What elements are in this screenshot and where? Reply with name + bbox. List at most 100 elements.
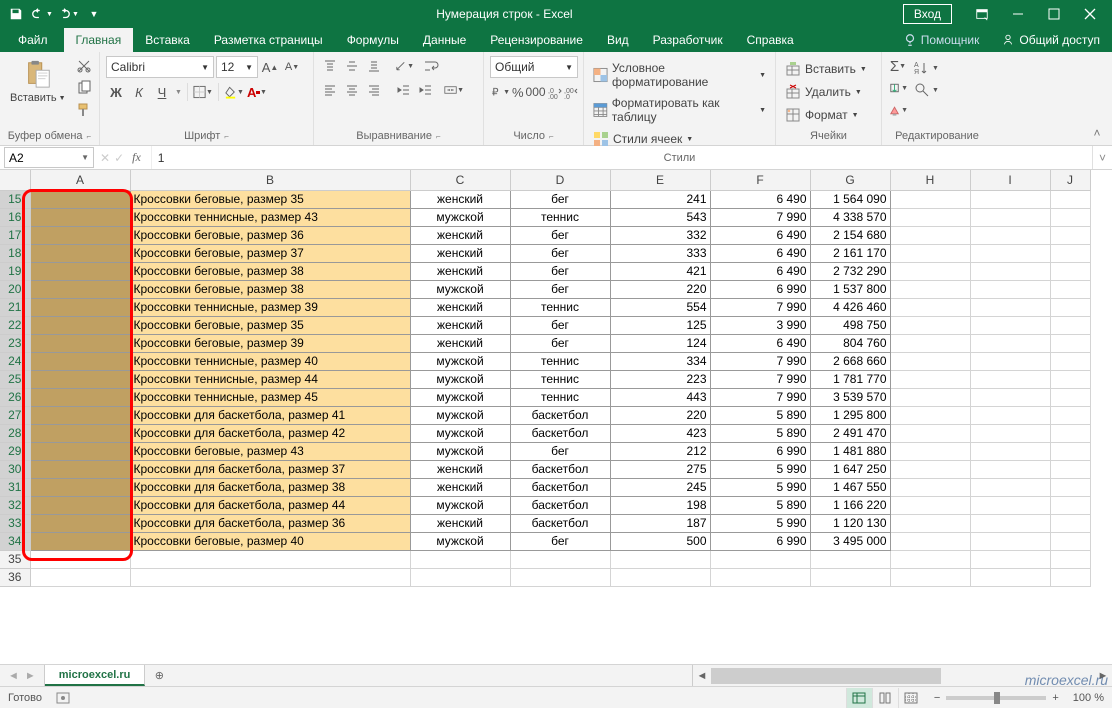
autosum-icon[interactable]: Σ▼ (888, 56, 908, 76)
comma-icon[interactable]: 000 (526, 82, 546, 102)
cell[interactable]: 7 990 (710, 388, 810, 406)
cell[interactable] (30, 370, 130, 388)
cell[interactable]: 7 990 (710, 208, 810, 226)
tab-разработчик[interactable]: Разработчик (641, 28, 735, 52)
cell[interactable]: 543 (610, 208, 710, 226)
fx-icon[interactable]: fx (128, 150, 145, 165)
cell[interactable]: женский (410, 298, 510, 316)
align-right-icon[interactable] (364, 80, 384, 100)
row-header[interactable]: 25 (0, 370, 30, 388)
cell[interactable]: Кроссовки для баскетбола, размер 41 (130, 406, 410, 424)
cell[interactable]: бег (510, 532, 610, 550)
cell[interactable]: бег (510, 190, 610, 208)
cell[interactable]: 5 990 (710, 514, 810, 532)
cell[interactable]: 220 (610, 406, 710, 424)
cell[interactable] (30, 280, 130, 298)
macro-record-icon[interactable] (56, 691, 70, 705)
decrease-font-icon[interactable]: A▼ (282, 57, 302, 77)
cell[interactable]: 500 (610, 532, 710, 550)
minimize-button[interactable] (1000, 0, 1036, 28)
cell[interactable] (970, 496, 1050, 514)
cell[interactable] (30, 568, 130, 586)
cell[interactable] (970, 316, 1050, 334)
cell[interactable]: бег (510, 334, 610, 352)
view-page-break-icon[interactable] (898, 688, 924, 708)
ribbon-options-icon[interactable] (964, 0, 1000, 28)
cell[interactable]: теннис (510, 208, 610, 226)
cell[interactable]: Кроссовки беговые, размер 43 (130, 442, 410, 460)
collapse-ribbon-icon[interactable]: ˄ (1088, 125, 1106, 141)
cell[interactable]: мужской (410, 442, 510, 460)
row-header[interactable]: 26 (0, 388, 30, 406)
cell[interactable]: Кроссовки теннисные, размер 43 (130, 208, 410, 226)
underline-button[interactable]: Ч (152, 82, 172, 102)
number-format-combo[interactable]: Общий▼ (490, 56, 578, 78)
cell[interactable]: 275 (610, 460, 710, 478)
cell[interactable] (1050, 370, 1090, 388)
row-header[interactable]: 34 (0, 532, 30, 550)
view-page-layout-icon[interactable] (872, 688, 898, 708)
cell[interactable]: бег (510, 280, 610, 298)
cell[interactable] (710, 568, 810, 586)
cell[interactable]: бег (510, 442, 610, 460)
cell[interactable]: 6 990 (710, 442, 810, 460)
cell[interactable] (890, 334, 970, 352)
tell-me[interactable]: Помощник (893, 28, 990, 52)
sort-filter-icon[interactable]: AЯ▼ (914, 58, 939, 78)
redo-button[interactable]: ▼ (56, 2, 80, 26)
name-box[interactable]: A2▼ (4, 147, 94, 168)
cell[interactable] (970, 262, 1050, 280)
cell[interactable] (1050, 226, 1090, 244)
cell[interactable] (1050, 568, 1090, 586)
cell[interactable] (1050, 280, 1090, 298)
align-middle-icon[interactable] (342, 56, 362, 76)
cell[interactable] (970, 334, 1050, 352)
row-header[interactable]: 19 (0, 262, 30, 280)
cell[interactable] (970, 370, 1050, 388)
cell[interactable]: 443 (610, 388, 710, 406)
cell[interactable]: 2 161 170 (810, 244, 890, 262)
cell[interactable]: теннис (510, 388, 610, 406)
cell[interactable]: мужской (410, 370, 510, 388)
cell[interactable] (970, 280, 1050, 298)
cell[interactable] (30, 442, 130, 460)
qat-customize[interactable]: ▼ (82, 2, 106, 26)
cell-styles-button[interactable]: Стили ячеек▼ (590, 128, 696, 150)
cell[interactable]: 2 732 290 (810, 262, 890, 280)
cell[interactable]: 6 490 (710, 334, 810, 352)
cell[interactable]: 1 467 550 (810, 478, 890, 496)
cell[interactable]: Кроссовки беговые, размер 35 (130, 190, 410, 208)
tab-file[interactable]: Файл (6, 28, 60, 52)
cell[interactable] (30, 298, 130, 316)
align-center-icon[interactable] (342, 80, 362, 100)
align-top-icon[interactable] (320, 56, 340, 76)
cell[interactable] (890, 370, 970, 388)
cell[interactable]: 5 990 (710, 478, 810, 496)
row-header[interactable]: 31 (0, 478, 30, 496)
cell[interactable]: 241 (610, 190, 710, 208)
increase-indent-icon[interactable] (416, 80, 436, 100)
cell[interactable]: теннис (510, 370, 610, 388)
tab-вид[interactable]: Вид (595, 28, 641, 52)
cell[interactable]: бег (510, 244, 610, 262)
cell[interactable]: Кроссовки теннисные, размер 39 (130, 298, 410, 316)
row-header[interactable]: 15 (0, 190, 30, 208)
cell[interactable] (890, 406, 970, 424)
cell[interactable]: мужской (410, 406, 510, 424)
cell[interactable] (890, 442, 970, 460)
cell[interactable] (30, 406, 130, 424)
cell[interactable] (890, 298, 970, 316)
italic-button[interactable]: К (129, 82, 149, 102)
conditional-formatting-button[interactable]: Условное форматирование▼ (590, 58, 769, 92)
col-header-C[interactable]: C (410, 170, 510, 190)
signin-button[interactable]: Вход (903, 4, 952, 24)
col-header-I[interactable]: I (970, 170, 1050, 190)
cell[interactable] (890, 316, 970, 334)
cell[interactable] (510, 568, 610, 586)
cell[interactable]: 7 990 (710, 298, 810, 316)
cell[interactable] (810, 550, 890, 568)
cell[interactable]: 212 (610, 442, 710, 460)
cell[interactable] (30, 352, 130, 370)
cell[interactable] (1050, 424, 1090, 442)
cell[interactable]: 124 (610, 334, 710, 352)
